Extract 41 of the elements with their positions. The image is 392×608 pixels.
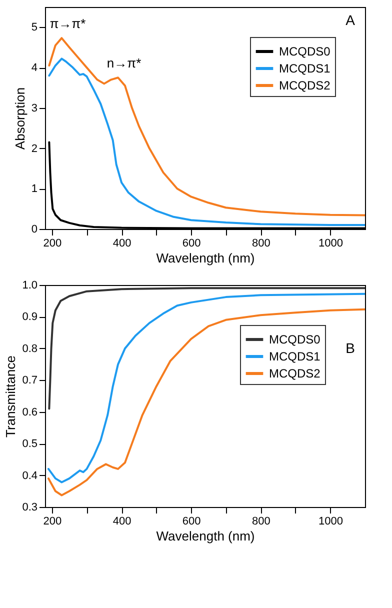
legend-label: MCQDS1 bbox=[269, 350, 321, 364]
line-series bbox=[48, 287, 365, 410]
y-tick-label: 0.8 bbox=[22, 342, 38, 355]
y-axis-title: Transmittance bbox=[3, 356, 18, 438]
x-tick-label: 800 bbox=[252, 238, 270, 250]
x-tick-label: 1000 bbox=[318, 238, 343, 250]
y-tick-label: 0 bbox=[31, 224, 38, 236]
legend-label: MCQDS0 bbox=[279, 44, 331, 58]
y-axis-title: Absorption bbox=[12, 87, 28, 150]
x-tick-label: 600 bbox=[182, 238, 201, 250]
x-tick-label: 600 bbox=[182, 516, 201, 528]
y-tick-label: 0.6 bbox=[22, 406, 38, 418]
y-tick-label: 3 bbox=[31, 102, 38, 114]
x-axis-title: Wavelength (nm) bbox=[156, 528, 255, 544]
x-tick-label: 200 bbox=[43, 516, 62, 528]
y-tick-label: 0.3 bbox=[22, 502, 38, 514]
y-tick-label: 0.4 bbox=[22, 470, 38, 482]
line-series bbox=[48, 37, 365, 216]
y-tick-label: 0.9 bbox=[22, 311, 38, 324]
x-tick-label: 400 bbox=[112, 516, 132, 528]
annotation: π→π* bbox=[50, 16, 86, 32]
x-tick-label: 200 bbox=[43, 238, 62, 250]
x-tick-label: 400 bbox=[112, 238, 132, 250]
y-tick-label: 4 bbox=[31, 62, 38, 74]
y-tick-label: 1 bbox=[31, 183, 38, 196]
legend-label: MCQDS2 bbox=[269, 366, 321, 380]
annotation: B bbox=[346, 340, 355, 356]
y-tick-label: 5 bbox=[31, 22, 38, 34]
x-tick-label: 1000 bbox=[318, 516, 343, 528]
x-axis-title: Wavelength (nm) bbox=[156, 250, 255, 266]
legend-label: MCQDS1 bbox=[279, 62, 331, 76]
y-tick-label: 0.7 bbox=[22, 374, 38, 387]
y-tick-label: 0.5 bbox=[22, 438, 38, 450]
legend-label: MCQDS2 bbox=[279, 78, 331, 92]
annotation: A bbox=[346, 12, 356, 28]
y-tick-label: 2 bbox=[31, 142, 38, 155]
x-tick-label: 800 bbox=[252, 516, 270, 528]
legend-label: MCQDS0 bbox=[269, 332, 321, 346]
annotation: n→π* bbox=[106, 56, 142, 71]
line-series bbox=[48, 58, 365, 226]
y-tick-label: 1.0 bbox=[22, 280, 38, 292]
